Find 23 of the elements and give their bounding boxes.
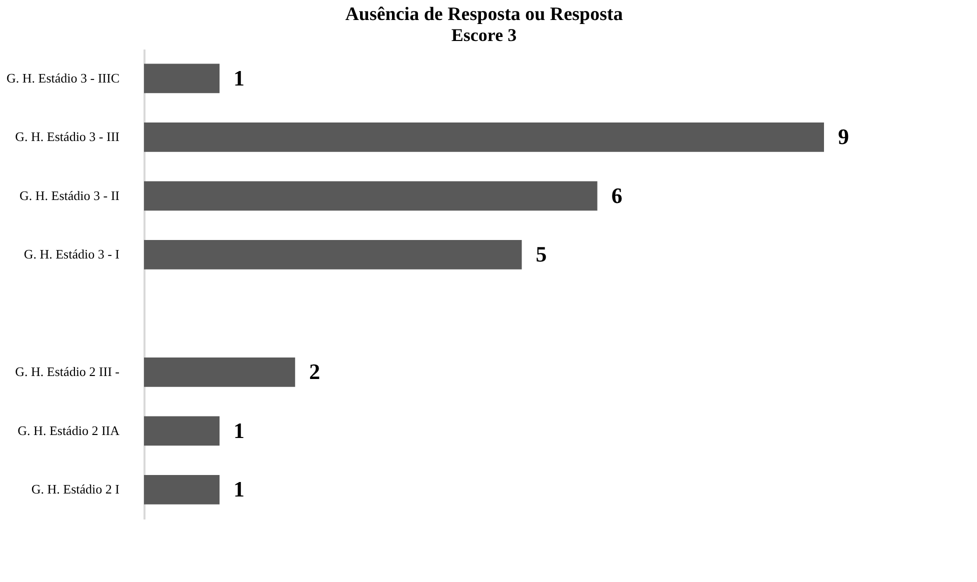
y-tick-label: G. H. Estádio 2 I: [31, 482, 120, 497]
y-tick-label: G. H. Estádio 2 III -: [15, 364, 120, 380]
bar: [144, 474, 220, 504]
y-tick-label: G. H. Estádio 3 - II: [19, 188, 120, 203]
bar: [144, 181, 598, 211]
data-label: 1: [234, 65, 245, 90]
data-label: 9: [838, 124, 849, 150]
y-tick-label: G. H. Estádio 3 - III: [15, 129, 120, 144]
data-label: 6: [611, 182, 622, 208]
chart-title: Ausência de Resposta ou Resposta: [345, 4, 624, 25]
y-tick-label: G. H. Estádio 3 - IIIC: [6, 70, 120, 86]
bar: [144, 416, 220, 446]
bar: [144, 64, 220, 94]
data-label: 2: [309, 359, 320, 384]
bar: [144, 240, 522, 270]
bar: [144, 122, 824, 152]
y-tick-label: G. H. Estádio 2 IIA: [18, 422, 120, 438]
bar: [144, 357, 296, 387]
chart-subtitle: Escore 3: [451, 25, 517, 45]
data-label: 1: [234, 418, 245, 443]
data-label: 1: [234, 476, 245, 502]
data-label: 5: [536, 242, 547, 267]
y-tick-label: G. H. Estádio 3 - I: [24, 246, 120, 262]
